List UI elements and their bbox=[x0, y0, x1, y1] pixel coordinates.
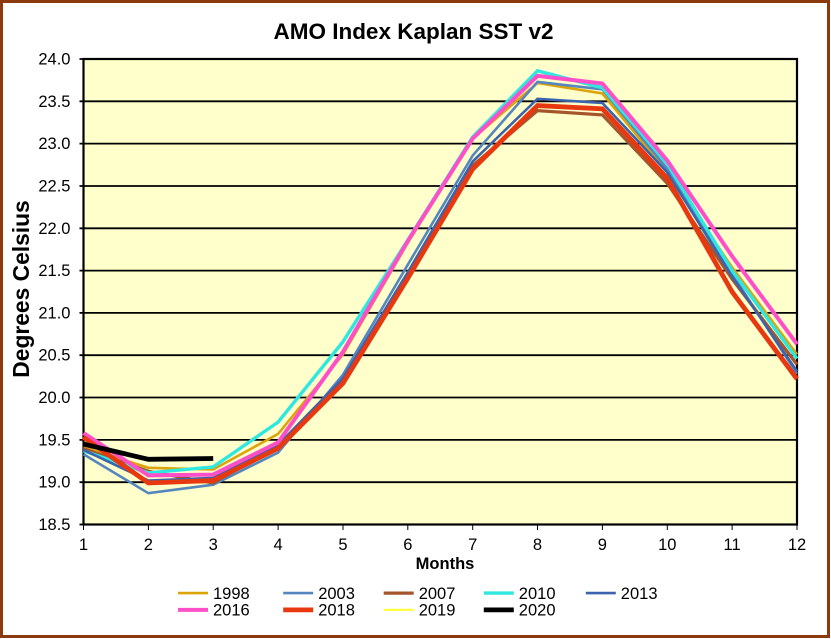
svg-text:21.5: 21.5 bbox=[38, 262, 70, 280]
svg-text:18.5: 18.5 bbox=[38, 516, 70, 534]
svg-text:2007: 2007 bbox=[419, 585, 456, 603]
svg-text:7: 7 bbox=[468, 536, 477, 554]
svg-text:4: 4 bbox=[274, 536, 283, 554]
svg-text:Months: Months bbox=[416, 555, 475, 573]
svg-text:5: 5 bbox=[338, 536, 347, 554]
svg-text:10: 10 bbox=[658, 536, 676, 554]
svg-text:Degrees Celsius: Degrees Celsius bbox=[8, 200, 34, 377]
svg-text:12: 12 bbox=[788, 536, 806, 554]
svg-text:2020: 2020 bbox=[519, 602, 556, 620]
svg-text:2013: 2013 bbox=[621, 585, 658, 603]
svg-text:20.0: 20.0 bbox=[38, 389, 70, 407]
svg-text:1: 1 bbox=[79, 536, 88, 554]
svg-text:22.5: 22.5 bbox=[38, 178, 70, 196]
svg-text:23.0: 23.0 bbox=[38, 135, 70, 153]
svg-text:19.5: 19.5 bbox=[38, 431, 70, 449]
svg-text:20.5: 20.5 bbox=[38, 347, 70, 365]
svg-text:6: 6 bbox=[403, 536, 412, 554]
svg-text:11: 11 bbox=[724, 536, 741, 554]
svg-text:23.5: 23.5 bbox=[38, 93, 70, 111]
svg-text:AMO Index Kaplan SST v2: AMO Index Kaplan SST v2 bbox=[273, 19, 553, 44]
svg-text:2010: 2010 bbox=[519, 585, 556, 603]
svg-text:1998: 1998 bbox=[213, 585, 250, 603]
svg-text:9: 9 bbox=[598, 536, 607, 554]
svg-text:2003: 2003 bbox=[318, 585, 355, 603]
svg-text:21.0: 21.0 bbox=[38, 304, 70, 322]
svg-text:8: 8 bbox=[533, 536, 542, 554]
svg-text:22.0: 22.0 bbox=[38, 220, 70, 238]
svg-text:2018: 2018 bbox=[318, 602, 355, 620]
svg-text:19.0: 19.0 bbox=[38, 474, 70, 492]
svg-text:2019: 2019 bbox=[419, 602, 456, 620]
svg-text:2016: 2016 bbox=[213, 602, 250, 620]
svg-text:2: 2 bbox=[144, 536, 153, 554]
svg-text:3: 3 bbox=[209, 536, 218, 554]
svg-text:24.0: 24.0 bbox=[38, 51, 70, 69]
